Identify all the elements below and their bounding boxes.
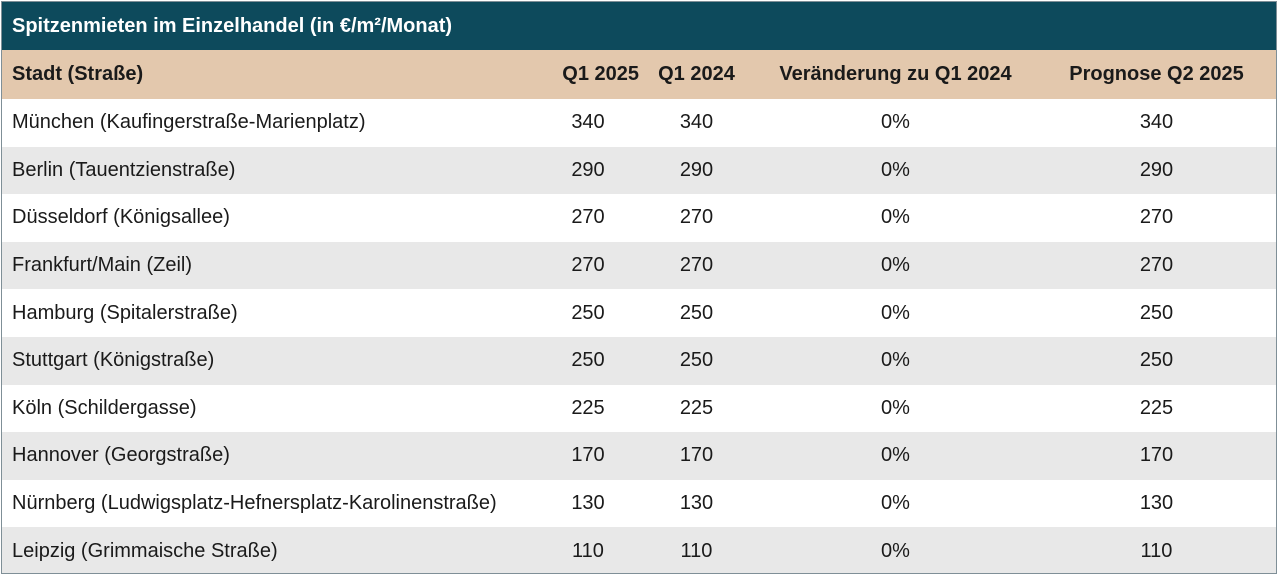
column-header-city: Stadt (Straße) (12, 63, 144, 85)
cell-city: Stuttgart (Königstraße) (12, 349, 215, 372)
cell-q1-2024: 250 (679, 349, 714, 372)
cell-q1-2025: 110 (572, 539, 604, 562)
rent-table: Stadt (Straße) Q1 2025 Q1 2024 Veränderu… (2, 50, 1276, 573)
table-row: München (Kaufingerstraße-Marienplatz) 340… (2, 99, 1276, 147)
cell-forecast: 250 (1139, 301, 1174, 324)
cell-q1-2025: 250 (571, 301, 605, 324)
cell-change: 0% (881, 444, 910, 467)
cell-q1-2024: 270 (679, 206, 714, 229)
table-row: Berlin (Tauentzienstraße) 290 290 0% 290 (2, 146, 1276, 195)
header-row: Stadt (Straße) Q1 2025 Q1 2024 Veränderu… (2, 50, 1276, 99)
cell-change: 0% (881, 539, 910, 562)
cell-change: 0% (881, 349, 910, 372)
cell-change: 0% (881, 396, 910, 419)
cell-q1-2025: 250 (571, 349, 605, 372)
cell-forecast: 130 (1139, 492, 1174, 515)
cell-city: München (Kaufingerstraße-Marienplatz) (12, 111, 366, 134)
cell-city: Frankfurt/Main (Zeil) (12, 254, 193, 277)
table-title: Spitzenmieten im Einzelhandel (in €/m²/M… (2, 2, 1276, 50)
cell-forecast: 225 (1139, 396, 1174, 419)
cell-forecast: 250 (1139, 349, 1174, 372)
table-row: Frankfurt/Main (Zeil) 270 270 0% 270 (2, 241, 1276, 290)
cell-q1-2025: 270 (571, 206, 605, 229)
cell-q1-2024: 110 (680, 539, 713, 562)
cell-change: 0% (881, 301, 910, 324)
cell-change: 0% (881, 492, 910, 515)
cell-q1-2024: 290 (679, 158, 714, 181)
cell-forecast: 270 (1139, 254, 1174, 277)
cell-q1-2025: 290 (571, 158, 605, 181)
table-row: Köln (Schildergasse) 225 225 0% 225 (2, 385, 1276, 433)
column-header-forecast: Prognose Q2 2025 (1069, 63, 1244, 85)
cell-q1-2024: 340 (679, 111, 714, 134)
table-row: Stuttgart (Königstraße) 250 250 0% 250 (2, 336, 1276, 385)
cell-forecast: 110 (1140, 539, 1173, 562)
cell-q1-2024: 170 (679, 444, 714, 467)
cell-q1-2024: 225 (679, 396, 714, 419)
cell-city: Hamburg (Spitalerstraße) (12, 301, 238, 324)
cell-q1-2024: 270 (679, 254, 714, 277)
cell-city: Hannover (Georgstraße) (12, 444, 230, 467)
cell-change: 0% (881, 111, 910, 134)
cell-city: Düsseldorf (Königsallee) (12, 206, 230, 229)
cell-q1-2024: 250 (679, 301, 714, 324)
cell-q1-2025: 225 (571, 396, 605, 419)
column-header-q1-2024: Q1 2024 (658, 63, 735, 85)
cell-q1-2025: 130 (571, 492, 605, 515)
cell-q1-2025: 270 (571, 254, 605, 277)
column-header-change: Veränderung zu Q1 2024 (779, 63, 1012, 85)
table-row: Hannover (Georgstraße) 170 170 0% 170 (2, 432, 1276, 480)
cell-q1-2025: 340 (571, 111, 605, 134)
cell-forecast: 290 (1139, 158, 1174, 181)
cell-change: 0% (881, 206, 910, 229)
table-row: Leipzig (Grimmaische Straße) 110 110 0% 110 (2, 527, 1276, 573)
table-body: München (Kaufingerstraße-Marienplatz) 340… (2, 99, 1276, 573)
table-row: Hamburg (Spitalerstraße) 250 250 0% 250 (2, 289, 1276, 337)
table-row: Düsseldorf (Königsallee) 270 270 0% 270 (2, 194, 1276, 242)
cell-forecast: 170 (1139, 444, 1174, 467)
cell-city: Köln (Schildergasse) (12, 396, 197, 419)
cell-forecast: 270 (1139, 206, 1174, 229)
cell-city: Nürnberg (Ludwigsplatz-Hefnersplatz-Karo… (12, 492, 497, 515)
cell-q1-2024: 130 (679, 492, 714, 515)
cell-change: 0% (881, 254, 910, 277)
cell-change: 0% (881, 158, 910, 181)
table-row: Nürnberg (Ludwigsplatz-Hefnersplatz-Karo… (2, 480, 1276, 528)
column-header-q1-2025: Q1 2025 (562, 63, 639, 85)
cell-city: Leipzig (Grimmaische Straße) (12, 539, 278, 562)
cell-forecast: 340 (1139, 111, 1174, 134)
cell-q1-2025: 170 (571, 444, 605, 467)
cell-city: Berlin (Tauentzienstraße) (12, 158, 236, 181)
